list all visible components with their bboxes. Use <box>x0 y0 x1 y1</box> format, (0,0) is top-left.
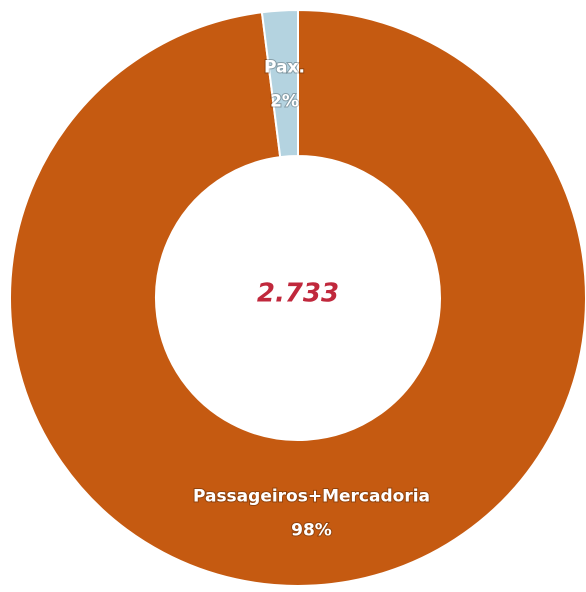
slice-category-label: Passageiros+Mercadoria <box>193 487 430 507</box>
slice-category-label: Pax. <box>264 57 305 77</box>
donut-slice <box>9 8 586 587</box>
slices <box>9 8 586 587</box>
slice-value-label: 2% <box>270 91 299 111</box>
center-label: 2.733 <box>257 279 339 309</box>
slice-value-label: 98% <box>291 521 332 541</box>
donut-slice <box>260 8 299 159</box>
